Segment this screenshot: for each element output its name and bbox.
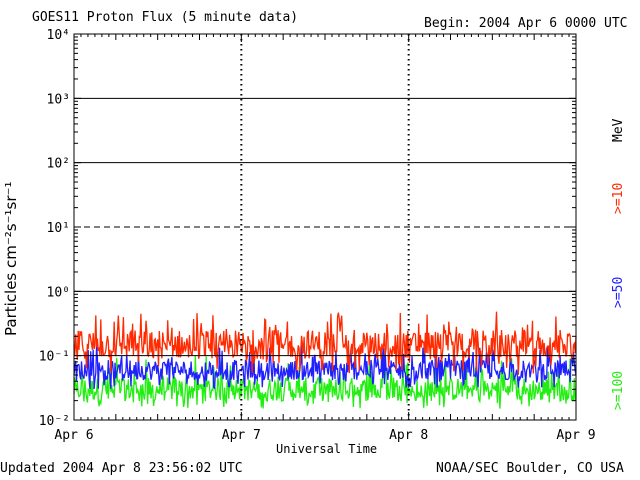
y-tick-label: 10⁻¹	[39, 350, 70, 365]
y-tick-label: 10⁰	[47, 285, 70, 300]
legend-series-50: >=50	[611, 276, 626, 308]
x-axis-label: Universal Time	[276, 442, 378, 456]
footer-updated: Updated 2004 Apr 8 23:56:02 UTC	[0, 461, 243, 476]
x-tick-label: Apr 8	[389, 428, 428, 443]
y-axis-label: Particles cm⁻²s⁻¹sr⁻¹	[2, 181, 20, 336]
y-tick-label: 10⁻²	[39, 414, 70, 429]
y-tick-label: 10²	[47, 157, 70, 172]
legend-series-10: >=10	[611, 182, 626, 214]
x-tick-label: Apr 7	[222, 428, 261, 443]
begin-time: Begin: 2004 Apr 6 0000 UTC	[424, 16, 628, 31]
y-tick-label: 10¹	[47, 221, 70, 236]
series-line-0	[73, 311, 577, 375]
y-tick-label: 10⁴	[47, 28, 70, 43]
chart-title: GOES11 Proton Flux (5 minute data)	[32, 10, 299, 25]
series-line-2	[73, 355, 577, 409]
footer-source: NOAA/SEC Boulder, CO USA	[436, 461, 624, 476]
x-tick-label: Apr 9	[556, 428, 595, 443]
y-tick-label: 10³	[47, 92, 70, 107]
legend-units: MeV	[611, 118, 626, 142]
legend-series-100: >=100	[611, 370, 626, 410]
x-tick-label: Apr 6	[54, 428, 93, 443]
